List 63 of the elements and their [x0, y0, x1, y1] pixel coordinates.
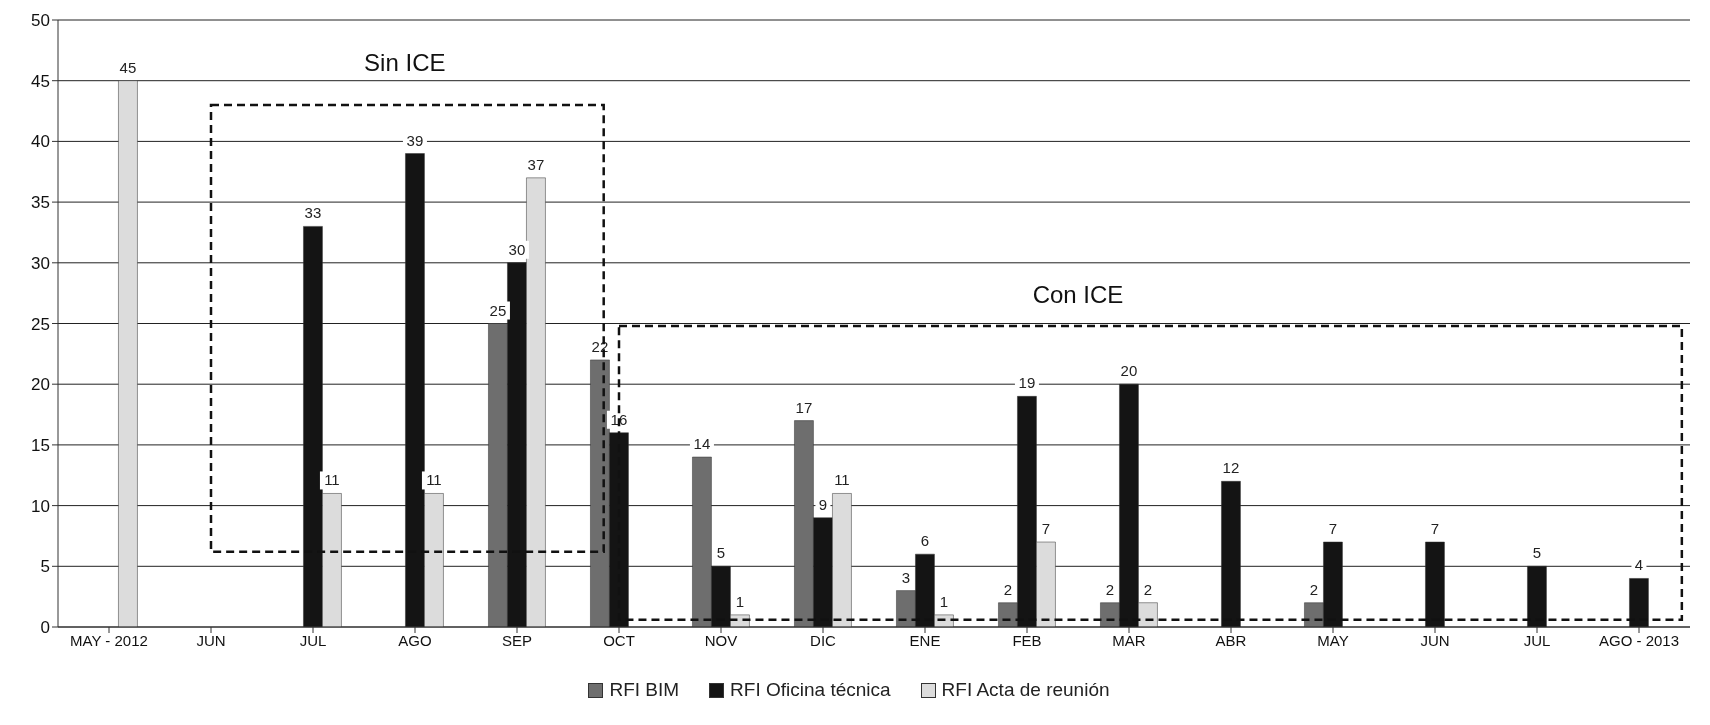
data-label: 20 — [1120, 362, 1138, 380]
data-label: 33 — [304, 204, 322, 222]
data-label: 3 — [901, 568, 911, 586]
data-label: 11 — [426, 471, 442, 489]
x-tick-label: JUL — [1523, 631, 1551, 649]
data-label: 2 — [1309, 580, 1319, 598]
data-label: 25 — [489, 301, 507, 319]
data-label: 1 — [939, 592, 949, 610]
data-label: 11 — [324, 471, 340, 489]
data-label: 2 — [1105, 580, 1115, 598]
legend-label: RFI BIM — [609, 679, 680, 701]
data-label: 17 — [795, 398, 813, 416]
y-tick-label: 0 — [40, 618, 50, 638]
x-tick-label: MAY - 2012 — [70, 631, 148, 649]
y-tick-label: 35 — [31, 193, 50, 213]
x-tick-label: AGO — [398, 631, 432, 649]
y-tick-label: 45 — [31, 71, 50, 91]
data-label: 16 — [610, 410, 628, 428]
data-label: 5 — [716, 544, 726, 562]
annotation: Con ICE — [1032, 281, 1124, 309]
y-tick-label: 5 — [40, 557, 50, 577]
x-tick-label: DIC — [810, 631, 837, 649]
data-label: 14 — [693, 435, 711, 453]
x-tick-label: ABR — [1215, 631, 1247, 649]
y-tick-label: 15 — [31, 435, 50, 455]
data-label: 12 — [1222, 459, 1240, 477]
y-tick-label: 25 — [31, 314, 50, 334]
data-label: 5 — [1532, 544, 1542, 562]
x-tick-label: MAY — [1317, 631, 1349, 649]
data-label: 7 — [1041, 520, 1051, 538]
x-tick-label: AGO - 2013 — [1598, 631, 1680, 649]
data-label: 1 — [735, 592, 745, 610]
x-tick-label: OCT — [603, 631, 635, 649]
data-label: 37 — [527, 155, 545, 173]
legend-label: RFI Acta de reunión — [941, 679, 1110, 701]
y-tick-label: 50 — [31, 11, 50, 31]
x-tick-label: NOV — [704, 631, 738, 649]
x-tick-label: SEP — [501, 631, 533, 649]
y-tick-label: 10 — [31, 496, 50, 516]
data-label: 6 — [920, 532, 930, 550]
data-label: 4 — [1634, 556, 1644, 574]
data-label: 2 — [1143, 580, 1153, 598]
data-label: 39 — [406, 131, 424, 149]
x-tick-label: FEB — [1012, 631, 1042, 649]
data-label: 19 — [1018, 374, 1036, 392]
data-label: 11 — [834, 471, 850, 489]
x-tick-label: JUN — [1420, 631, 1450, 649]
y-tick-label: 30 — [31, 253, 50, 273]
y-tick-label: 40 — [31, 132, 50, 152]
y-tick-label: 20 — [31, 375, 50, 395]
data-label: 9 — [818, 495, 828, 513]
annotation: Sin ICE — [364, 49, 446, 77]
x-tick-label: ENE — [909, 631, 941, 649]
legend-label: RFI Oficina técnica — [730, 679, 891, 701]
data-label: 30 — [508, 240, 526, 258]
data-label: 22 — [591, 337, 609, 355]
x-tick-label: MAR — [1112, 631, 1146, 649]
data-label: 45 — [119, 58, 137, 76]
x-tick-label: JUL — [299, 631, 327, 649]
data-label: 7 — [1328, 520, 1338, 538]
x-tick-label: JUN — [196, 631, 226, 649]
data-label: 7 — [1430, 520, 1440, 538]
data-label: 2 — [1003, 580, 1013, 598]
